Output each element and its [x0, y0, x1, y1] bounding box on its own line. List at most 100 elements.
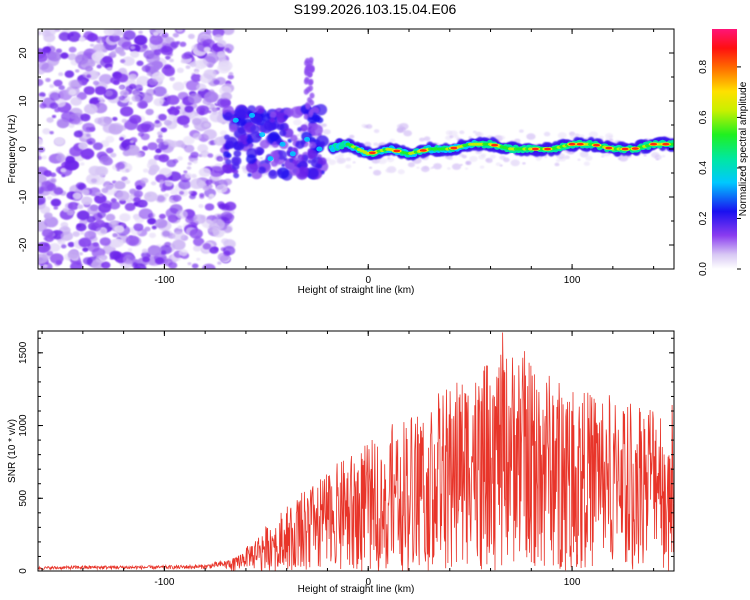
transition-blob [316, 163, 322, 169]
transition-hot [316, 146, 323, 152]
noise-blob [200, 150, 210, 158]
noise-blob [80, 113, 91, 122]
transition-blob [232, 168, 239, 175]
noise-blob [178, 179, 192, 190]
noise-blob [177, 156, 183, 161]
faint-blob [387, 157, 391, 160]
faint-blob [349, 134, 355, 139]
faint-blob [336, 158, 344, 164]
noise-blob [191, 117, 202, 126]
noise-blob [128, 101, 133, 105]
transition-blob [225, 140, 235, 149]
noise-blob [119, 213, 131, 222]
faint-blob [556, 159, 561, 163]
x-tick-label: 100 [564, 577, 581, 588]
noise-blob [78, 142, 88, 150]
noise-blob [150, 181, 157, 186]
noise-blob [38, 155, 42, 161]
x-tick-label: 0 [365, 275, 371, 286]
noise-blob [68, 46, 77, 53]
noise-blob [177, 225, 183, 229]
noise-blob [205, 52, 220, 64]
transition-hot [289, 151, 296, 157]
noise-blob [80, 148, 95, 160]
noise-blob [64, 159, 79, 171]
transition-hot [304, 136, 311, 142]
noise-blob [110, 152, 117, 158]
noise-blob [129, 195, 134, 199]
noise-blob [48, 51, 62, 62]
noise-blob [87, 204, 101, 216]
faint-blob [348, 152, 354, 156]
ridge-peak [531, 147, 539, 151]
noise-blob [154, 218, 168, 229]
noise-blob [145, 108, 154, 116]
noise-blob [202, 185, 210, 191]
noise-blob [171, 239, 186, 251]
noise-blob [38, 30, 42, 36]
transition-blob [270, 150, 279, 159]
noise-blob [184, 172, 193, 179]
noise-blob [178, 249, 188, 257]
ridge-hot [670, 142, 674, 146]
noise-blob [42, 264, 48, 268]
noise-blob [111, 50, 117, 55]
faint-blob [479, 165, 485, 169]
noise-blob [60, 244, 67, 249]
transition-blob [276, 112, 288, 123]
ridge-peak [576, 142, 584, 146]
noise-blob [54, 137, 65, 145]
noise-blob [38, 92, 46, 98]
colorbar-tick-label: 0.4 [698, 161, 709, 175]
noise-blob [94, 86, 107, 96]
faint-blob [585, 155, 593, 161]
noise-blob [165, 55, 171, 60]
noise-blob [129, 139, 135, 144]
y-tick-label: 20 [18, 47, 29, 59]
snr-frame [37, 330, 675, 572]
faint-blob [535, 156, 542, 161]
noise-blob [185, 65, 191, 70]
transition-blob [226, 153, 232, 158]
noise-blob [60, 231, 74, 241]
faint-blob [661, 154, 666, 158]
faint-blob [522, 162, 526, 165]
faint-blob [588, 131, 598, 138]
noise-blob [38, 137, 43, 145]
noise-blob [97, 116, 111, 127]
transition-hot [232, 117, 239, 123]
noise-blob [95, 255, 106, 264]
faint-blob [543, 131, 551, 137]
snr-y-ticks: 0 500 1000 1500 [18, 337, 674, 574]
noise-blob [105, 213, 116, 222]
noise-blob [169, 58, 174, 63]
ridge-peak [621, 147, 629, 151]
faint-blob [352, 161, 356, 164]
noise-blob [90, 178, 98, 184]
noise-blob [130, 45, 136, 50]
faint-blob [448, 130, 458, 137]
noise-blob [217, 261, 222, 265]
ridge-peak [631, 147, 639, 150]
faint-blob [472, 130, 477, 134]
noise-blob [155, 148, 162, 154]
noise-blob [149, 164, 160, 173]
noise-blob [172, 32, 179, 38]
transition-hot [249, 112, 256, 118]
noise-blob [92, 80, 100, 86]
noise-blob [202, 243, 212, 250]
noise-blob [90, 43, 95, 47]
noise-blob [181, 53, 190, 60]
noise-blob [122, 56, 135, 67]
noise-blob [191, 263, 199, 269]
noise-blob [133, 223, 144, 232]
transition-hot [267, 156, 274, 162]
transition-hot [279, 141, 286, 147]
faint-blob [423, 136, 431, 142]
noise-blob [196, 257, 201, 261]
noise-blob [189, 194, 196, 200]
noise-blob [213, 34, 224, 42]
faint-blob [459, 163, 463, 166]
noise-blob [62, 207, 70, 213]
noise-blob [179, 190, 185, 195]
